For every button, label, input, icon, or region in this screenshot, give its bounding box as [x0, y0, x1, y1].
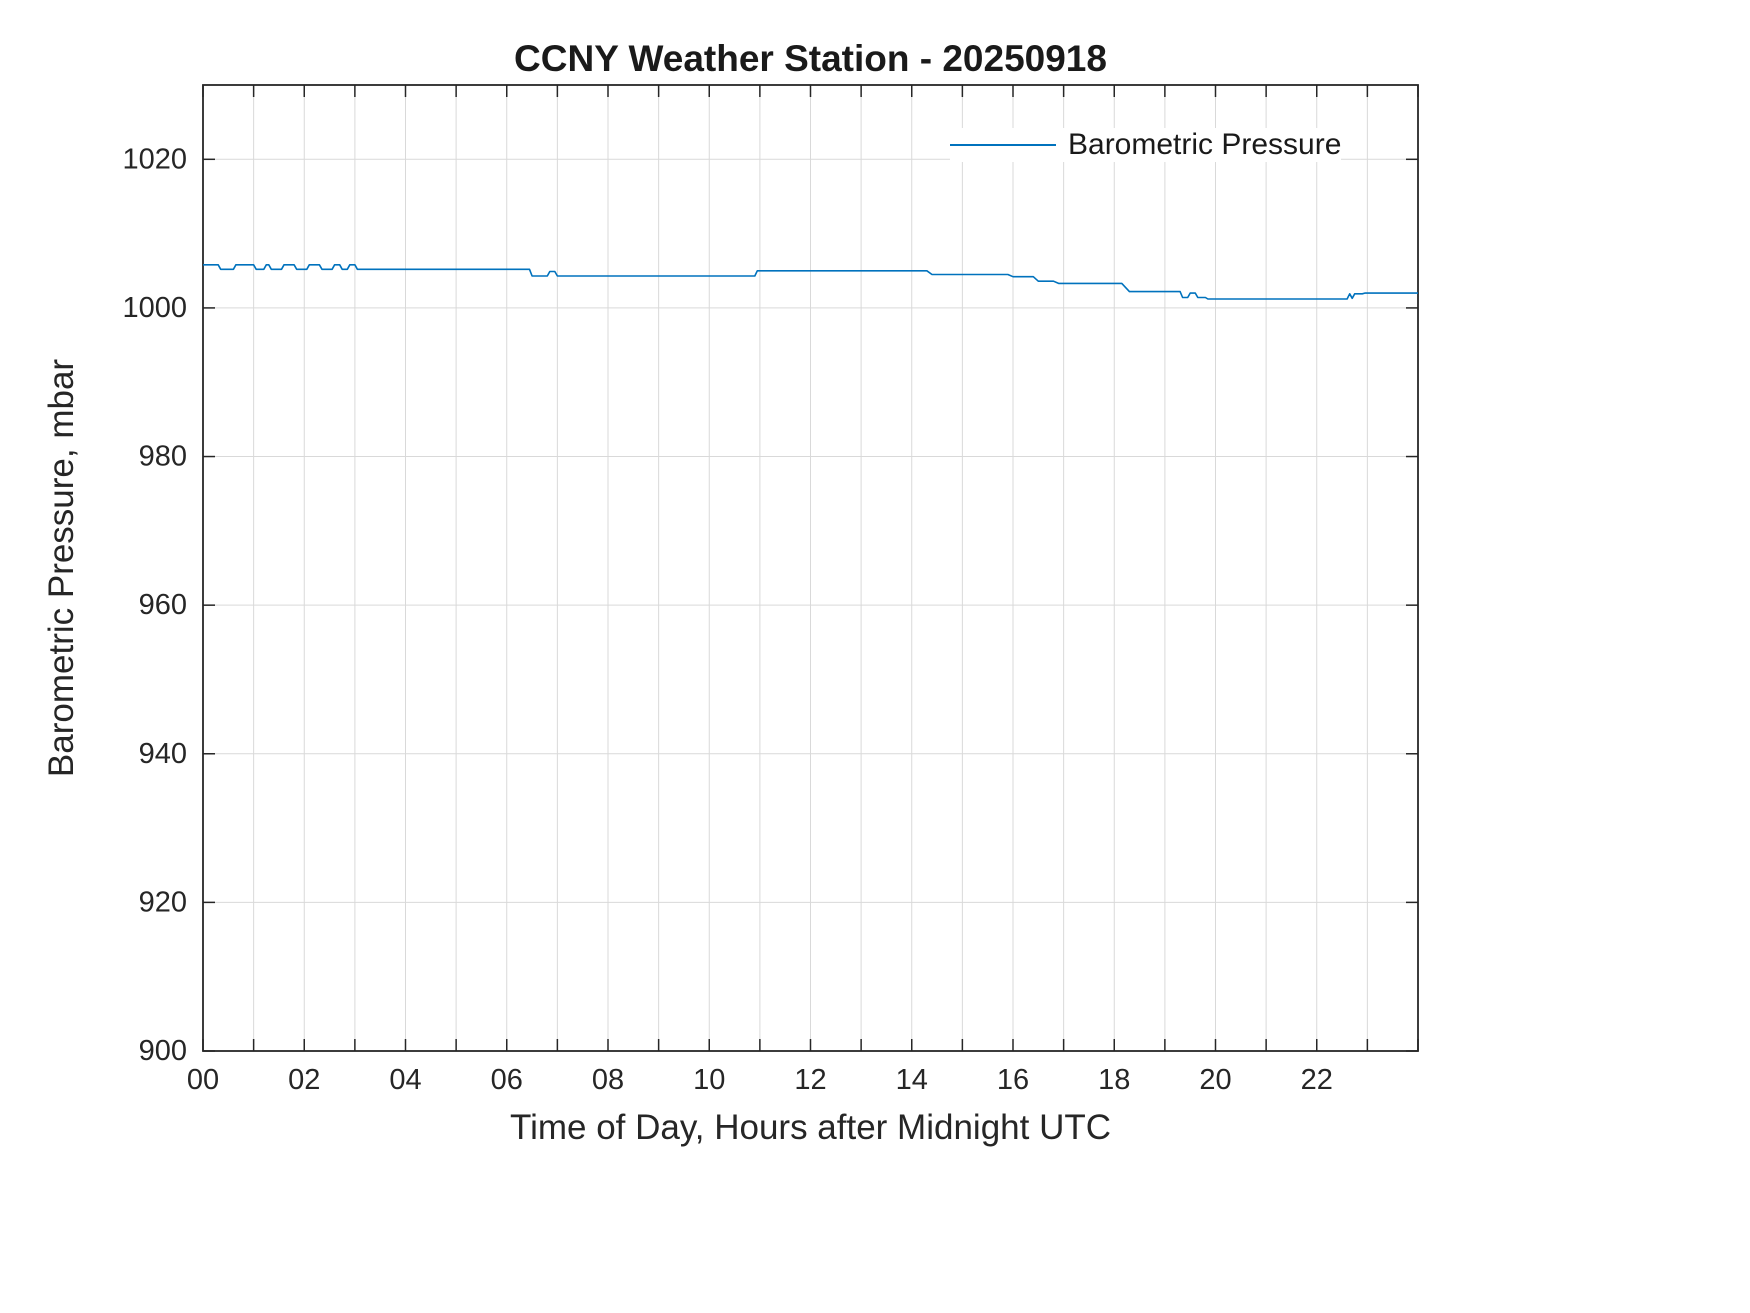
- legend-label: Barometric Pressure: [1068, 128, 1342, 161]
- x-tick-label: 08: [592, 1064, 624, 1096]
- x-tick-label: 04: [389, 1064, 421, 1096]
- legend: Barometric Pressure: [950, 128, 1342, 162]
- y-tick-label: 920: [139, 886, 187, 918]
- pressure-line: [203, 263, 1418, 300]
- x-tick-label: 14: [896, 1064, 928, 1096]
- y-tick-label: 980: [139, 441, 187, 473]
- x-tick-label: 06: [491, 1064, 523, 1096]
- x-axis-label: Time of Day, Hours after Midnight UTC: [510, 1108, 1111, 1147]
- legend-line-sample: [950, 144, 1056, 146]
- y-tick-label: 900: [139, 1035, 187, 1067]
- y-tick-label: 1000: [122, 292, 187, 324]
- x-tick-label: 20: [1199, 1064, 1231, 1096]
- x-tick-label: 16: [997, 1064, 1029, 1096]
- axes-box: [202, 84, 1419, 1052]
- chart-title: CCNY Weather Station - 20250918: [514, 38, 1107, 79]
- x-tick-label: 10: [693, 1064, 725, 1096]
- x-tick-label: 22: [1301, 1064, 1333, 1096]
- y-tick-label: 940: [139, 738, 187, 770]
- y-tick-label: 960: [139, 589, 187, 621]
- x-tick-label: 00: [187, 1064, 219, 1096]
- x-tick-label: 12: [794, 1064, 826, 1096]
- x-tick-label: 18: [1098, 1064, 1130, 1096]
- x-tick-label: 02: [288, 1064, 320, 1096]
- y-tick-label: 1020: [122, 143, 187, 175]
